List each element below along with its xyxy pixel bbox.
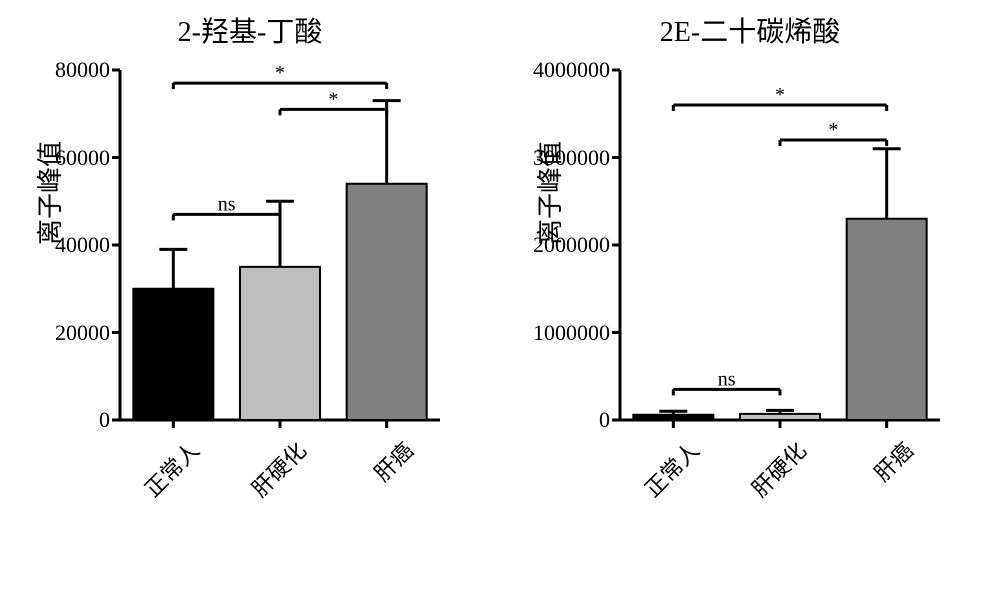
y-tick-label: 0 <box>599 407 610 433</box>
y-tick-label: 1000000 <box>533 320 610 346</box>
y-tick-label: 2000000 <box>533 232 610 258</box>
significance-label: ns <box>218 193 236 215</box>
plot-area: ns** 01000000200000030000004000000正常人肝硬化… <box>620 70 940 420</box>
y-tick-label: 4000000 <box>533 57 610 83</box>
chart-svg-1: ns * * <box>620 70 940 420</box>
bar <box>740 414 820 420</box>
y-tick-label: 80000 <box>55 57 110 83</box>
y-tick-label: 60000 <box>55 145 110 171</box>
significance-label: ns <box>718 368 736 390</box>
chart-panel-1: 2E-二十碳烯酸 离子峰值 ns** 010000002000000300000… <box>510 10 990 570</box>
x-tick-label: 肝硬化 <box>726 434 812 520</box>
chart-panel-0: 2-羟基-丁酸 离子峰值 ns** 020000400006000080000正… <box>10 10 490 570</box>
bar <box>240 267 320 420</box>
y-tick-label: 20000 <box>55 320 110 346</box>
bar <box>347 184 427 420</box>
chart-title: 2E-二十碳烯酸 <box>510 10 990 50</box>
bar <box>633 415 713 420</box>
y-tick-label: 40000 <box>55 232 110 258</box>
chart-title: 2-羟基-丁酸 <box>10 10 490 50</box>
chart-svg-0: ns** <box>120 70 440 420</box>
x-tick-label: 正常人 <box>120 434 206 520</box>
x-tick-label: 肝硬化 <box>226 434 312 520</box>
significance-label: * <box>328 88 338 110</box>
x-tick-label: 肝癌 <box>833 434 919 520</box>
significance-label: * <box>275 62 285 84</box>
x-tick-label: 正常人 <box>620 434 706 520</box>
y-tick-label: 0 <box>99 407 110 433</box>
plot-area: ns** 020000400006000080000正常人肝硬化肝癌 <box>120 70 440 420</box>
bar <box>847 219 927 420</box>
significance-label: * <box>828 119 838 141</box>
significance-label: * <box>775 84 785 106</box>
x-tick-label: 肝癌 <box>333 434 419 520</box>
y-tick-label: 3000000 <box>533 145 610 171</box>
bar <box>133 289 213 420</box>
